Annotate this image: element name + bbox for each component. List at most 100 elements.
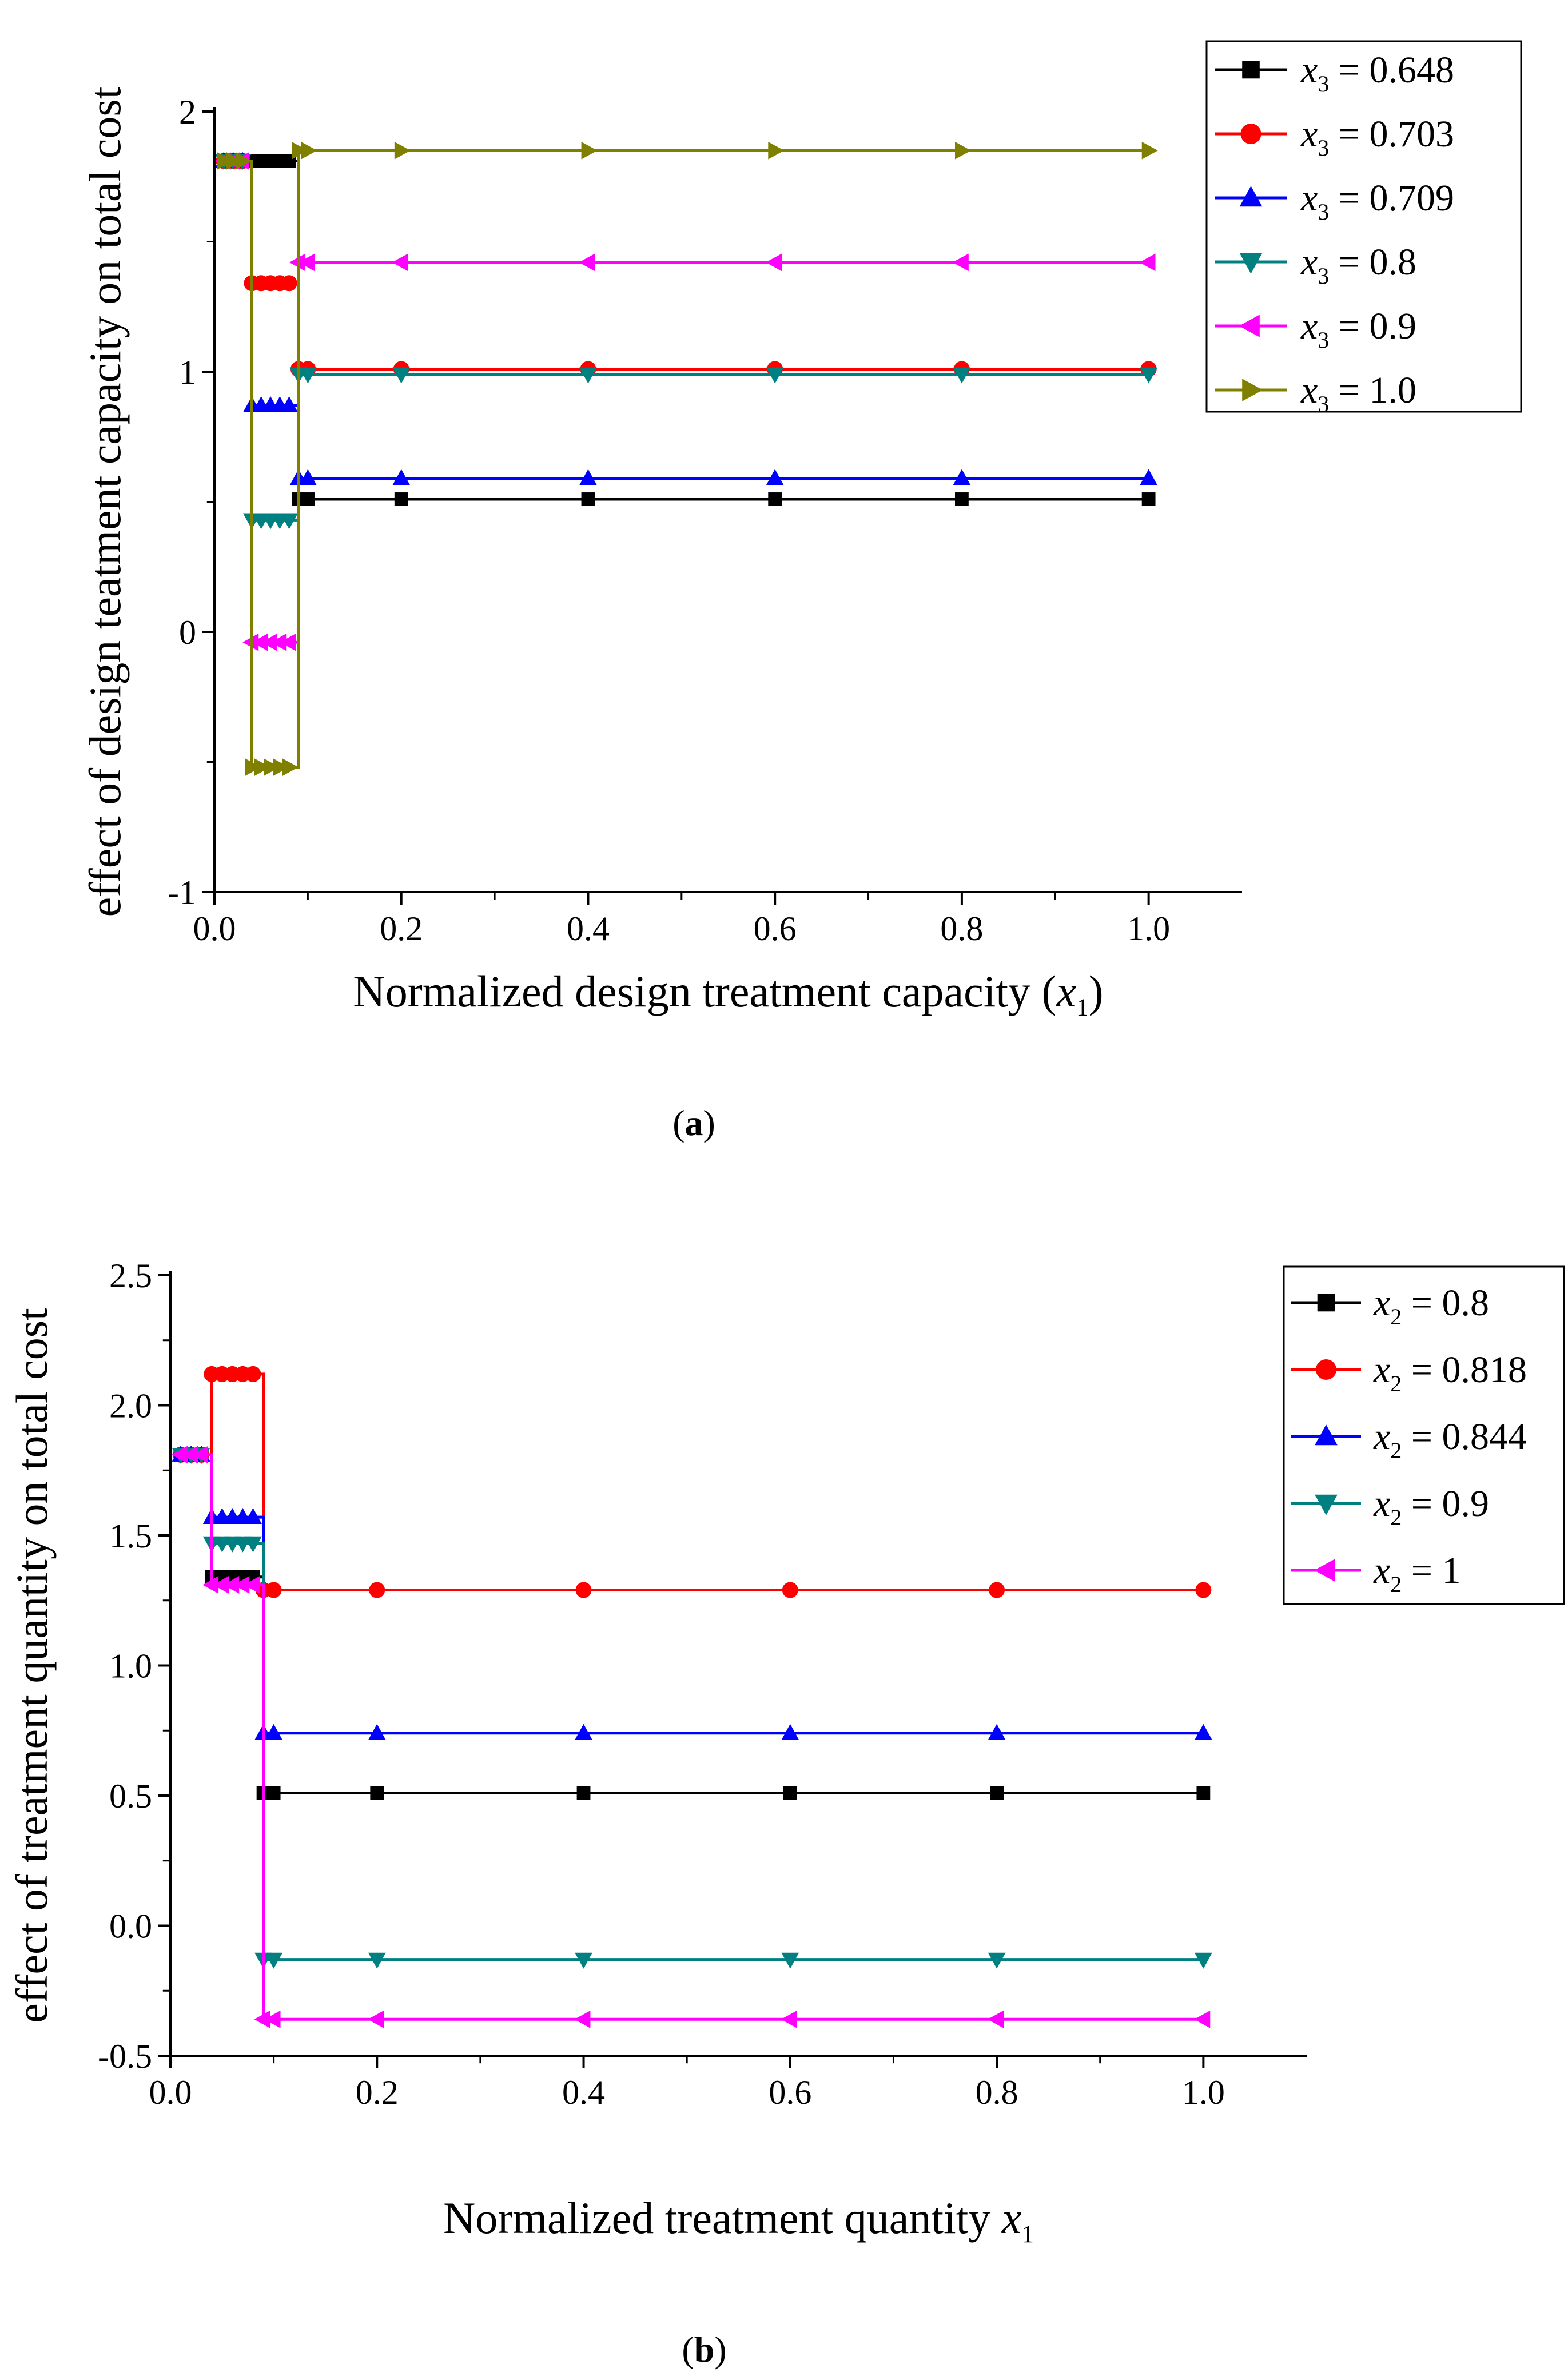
data-point-a-4-12 — [579, 367, 597, 384]
legend-label-subscript: 3 — [1318, 327, 1329, 353]
data-point-b-1-13 — [783, 1786, 797, 1800]
legend-marker — [1314, 1559, 1335, 1582]
data-point-b-2-14 — [989, 1582, 1005, 1598]
data-point-b-5-6 — [223, 1576, 240, 1594]
legend-label-variable: x — [1300, 49, 1318, 91]
panel-caption: (a) — [672, 1103, 715, 1143]
x-tick-label: 0.0 — [149, 2073, 192, 2111]
data-point-a-3-10 — [299, 469, 317, 485]
data-point-b-3-11 — [368, 1724, 386, 1740]
legend-label: x2 = 1 — [1373, 1550, 1461, 1597]
data-point-a-3-14 — [953, 469, 971, 485]
data-point-a-4-14 — [953, 367, 971, 384]
legend-entry-5: x2 = 1 — [1291, 1550, 1461, 1597]
x-tick-label: 0.4 — [562, 2073, 605, 2111]
y-tick-label: -1 — [168, 874, 196, 912]
data-point-b-3-12 — [575, 1724, 592, 1740]
data-point-a-6-7 — [273, 758, 289, 776]
legend-label-variable: x — [1300, 369, 1318, 411]
data-point-b-1-10 — [266, 1786, 281, 1800]
data-point-a-6-6 — [264, 758, 280, 776]
panel-caption-open: ( — [672, 1103, 684, 1143]
data-point-a-5-6 — [261, 633, 277, 651]
data-point-b-1-14 — [990, 1786, 1004, 1800]
legend-label-value: = 0.844 — [1402, 1416, 1527, 1458]
data-point-a-6-13 — [768, 141, 785, 160]
data-point-a-5-5 — [252, 633, 268, 651]
data-point-a-1-14 — [955, 492, 969, 506]
legend-entry-6: x3 = 1.0 — [1215, 369, 1416, 417]
legend-label: x2 = 0.818 — [1373, 1349, 1527, 1396]
legend-label-subscript: 2 — [1390, 1571, 1402, 1597]
legend-label-subscript: 3 — [1318, 263, 1329, 289]
data-point-a-4-8 — [280, 513, 299, 530]
data-point-a-5-13 — [766, 253, 782, 272]
panel-caption-open: ( — [682, 2329, 694, 2370]
legend-entry-1: x3 = 0.648 — [1215, 49, 1454, 97]
data-point-b-4-14 — [988, 1952, 1006, 1969]
data-point-b-4-8 — [244, 1536, 262, 1553]
data-point-b-3-8 — [244, 1508, 262, 1525]
legend-marker — [1315, 1494, 1338, 1515]
y-tick-label: 1 — [179, 353, 196, 391]
panel-caption-letter: b — [694, 2329, 715, 2370]
legend-label: x2 = 0.9 — [1373, 1483, 1489, 1530]
data-point-b-5-14 — [987, 2010, 1004, 2028]
legend-marker — [1242, 61, 1260, 79]
chart-panel-a: 0.0 0.2 0.4 0.6 0.8 1.0 -1 0 1 2 effect of design … — [80, 40, 1522, 1143]
legend-label-subscript: 3 — [1318, 71, 1329, 97]
x-tick-label: 0.8 — [976, 2073, 1018, 2111]
legend-marker — [1242, 379, 1263, 401]
legend-entry-3: x3 = 0.709 — [1215, 177, 1454, 225]
data-point-a-1-13 — [768, 492, 782, 506]
legend-marker — [1239, 253, 1263, 274]
data-point-b-1-15 — [1196, 1786, 1211, 1800]
data-point-a-6-12 — [581, 141, 598, 160]
data-point-b-5-7 — [233, 1576, 250, 1594]
legend-label-value: = 0.9 — [1329, 305, 1416, 347]
legend-label-value: = 0.818 — [1402, 1349, 1527, 1391]
legend-label-variable: x — [1373, 1550, 1390, 1591]
data-point-a-5-12 — [579, 253, 595, 272]
y-axis-title: effect of design teatment capacity on to… — [80, 86, 130, 917]
legend-label-value: = 0.8 — [1402, 1282, 1489, 1324]
legend-label-variable: x — [1300, 241, 1318, 283]
data-point-b-5-10 — [264, 2010, 281, 2028]
series-layer — [214, 141, 1158, 776]
x-axis-title-subscript: 1 — [1022, 2221, 1034, 2248]
y-tick-label: 1.5 — [109, 1517, 152, 1555]
legend-label-variable: x — [1300, 113, 1318, 155]
data-point-a-6-3 — [236, 152, 252, 170]
data-point-b-5-2 — [182, 1446, 198, 1464]
y-tick-label: -0.5 — [98, 2037, 152, 2075]
legend-marker — [1239, 186, 1263, 207]
data-point-a-3-12 — [579, 469, 597, 485]
legend-label: x3 = 1.0 — [1300, 369, 1416, 417]
x-axis-title: Normalized design treatment capacity (x1… — [353, 966, 1103, 1021]
series-layer — [171, 1366, 1212, 2028]
data-point-a-6-14 — [955, 141, 972, 160]
data-point-b-5-12 — [574, 2010, 591, 2028]
legend-label-value: = 0.9 — [1402, 1483, 1489, 1525]
data-point-a-1-15 — [1141, 492, 1156, 506]
data-point-b-5-13 — [781, 2010, 797, 2028]
y-tick-label: 0.0 — [109, 1908, 152, 1945]
legend-label: x3 = 0.8 — [1300, 241, 1416, 289]
data-point-a-6-1 — [217, 152, 233, 170]
legend-label: x2 = 0.844 — [1373, 1416, 1527, 1463]
panel-caption-close: ) — [703, 1103, 715, 1143]
data-point-b-5-1 — [171, 1446, 188, 1464]
data-point-b-4-13 — [781, 1952, 799, 1969]
y-axis-title: effect of treatment quantity on total co… — [7, 1308, 57, 2023]
data-point-a-3-11 — [392, 469, 411, 485]
x-axis-title-text: Normalized treatment quantity — [443, 2193, 1002, 2243]
data-point-a-5-10 — [299, 253, 315, 272]
data-point-a-4-10 — [299, 367, 317, 384]
x-tick-label: 1.0 — [1127, 910, 1170, 948]
legend-entry-4: x2 = 0.9 — [1291, 1483, 1489, 1530]
data-point-b-5-5 — [213, 1576, 229, 1594]
data-point-a-2-8 — [281, 275, 297, 292]
data-point-b-4-15 — [1194, 1952, 1212, 1969]
data-point-b-5-4 — [202, 1576, 219, 1594]
